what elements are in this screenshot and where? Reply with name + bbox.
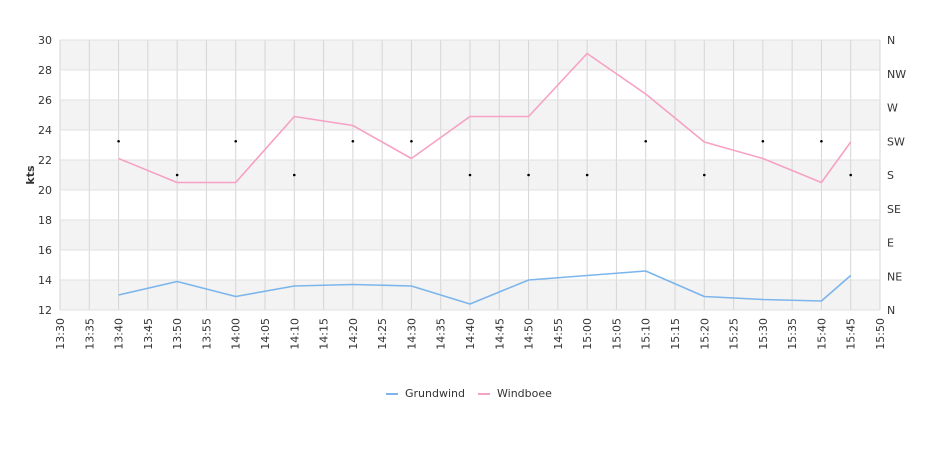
y-axis-right: N NE E SE S SW W NW N bbox=[887, 34, 906, 317]
y-tick-label: 28 bbox=[38, 64, 52, 77]
y-axis-left: 12 14 16 18 20 22 24 26 28 30 bbox=[38, 34, 52, 317]
direction-point bbox=[820, 139, 823, 143]
x-tick-label: 14:45 bbox=[493, 318, 506, 350]
x-tick-label: 15:45 bbox=[845, 318, 858, 350]
direction-point bbox=[351, 139, 355, 143]
x-tick-label: 15:20 bbox=[698, 318, 711, 350]
x-tick-label: 14:30 bbox=[405, 318, 418, 350]
x-tick-label: 14:40 bbox=[464, 318, 477, 350]
x-tick-label: 14:25 bbox=[376, 318, 389, 350]
y-tick-label: 12 bbox=[38, 304, 52, 317]
y2-tick-label: E bbox=[887, 237, 894, 250]
x-tick-label: 15:05 bbox=[610, 318, 623, 350]
x-tick-label: 15:50 bbox=[874, 318, 887, 350]
y-tick-label: 16 bbox=[38, 244, 52, 257]
x-tick-label: 13:45 bbox=[142, 318, 155, 350]
x-tick-label: 15:25 bbox=[728, 318, 741, 350]
x-tick-label: 15:00 bbox=[581, 318, 594, 350]
y2-tick-label: N bbox=[887, 304, 895, 317]
y2-tick-label: N bbox=[887, 34, 895, 47]
x-tick-label: 13:55 bbox=[200, 318, 213, 350]
direction-point bbox=[702, 173, 706, 177]
x-tick-label: 15:35 bbox=[786, 318, 799, 350]
y-tick-label: 26 bbox=[38, 94, 52, 107]
direction-point bbox=[468, 173, 472, 177]
legend-label[interactable]: Grundwind bbox=[405, 387, 465, 400]
y-axis-label: kts bbox=[24, 165, 37, 185]
x-tick-label: 15:15 bbox=[669, 318, 682, 350]
direction-point bbox=[234, 139, 238, 143]
direction-point bbox=[585, 173, 589, 177]
direction-point bbox=[410, 139, 413, 143]
x-tick-label: 14:35 bbox=[435, 318, 448, 350]
direction-point bbox=[292, 173, 296, 177]
series-line-grundwind bbox=[118, 270, 852, 305]
direction-point bbox=[849, 173, 853, 177]
y-tick-label: 18 bbox=[38, 214, 52, 227]
direction-point bbox=[175, 173, 179, 177]
x-axis: 13:30 13:35 13:40 13:45 13:50 13:55 14:00 14:05… bbox=[54, 318, 887, 350]
x-tick-label: 14:05 bbox=[259, 318, 272, 350]
x-tick-label: 14:50 bbox=[523, 318, 536, 350]
y-tick-label: 22 bbox=[38, 154, 52, 167]
x-tick-label: 14:10 bbox=[288, 318, 301, 350]
x-tick-label: 13:30 bbox=[54, 318, 67, 350]
y2-tick-label: W bbox=[887, 102, 898, 115]
y2-tick-label: NE bbox=[887, 270, 902, 283]
direction-point bbox=[644, 139, 648, 143]
x-tick-label: 13:50 bbox=[171, 318, 184, 350]
series-line-windboee bbox=[118, 52, 852, 184]
x-tick-label: 15:30 bbox=[757, 318, 770, 350]
x-tick-label: 14:00 bbox=[230, 318, 243, 350]
y-tick-label: 30 bbox=[38, 34, 52, 47]
horizontal-grid bbox=[60, 39, 880, 311]
legend-label[interactable]: Windboee bbox=[497, 387, 552, 400]
y2-tick-label: S bbox=[887, 169, 894, 182]
x-tick-label: 15:40 bbox=[815, 318, 828, 350]
x-tick-label: 14:15 bbox=[318, 318, 331, 350]
y-tick-label: 14 bbox=[38, 274, 52, 287]
x-tick-label: 13:35 bbox=[83, 318, 96, 350]
y2-tick-label: SW bbox=[887, 135, 905, 148]
direction-point bbox=[761, 139, 765, 143]
y2-tick-label: SE bbox=[887, 203, 901, 216]
x-tick-label: 14:20 bbox=[347, 318, 360, 350]
y2-tick-label: NW bbox=[887, 68, 906, 81]
direction-point bbox=[117, 139, 120, 143]
x-tick-label: 15:10 bbox=[640, 318, 653, 350]
direction-point bbox=[527, 173, 530, 177]
x-tick-label: 14:55 bbox=[552, 318, 565, 350]
y-tick-label: 20 bbox=[38, 184, 52, 197]
x-tick-label: 13:40 bbox=[113, 318, 126, 350]
series-lines bbox=[118, 52, 852, 305]
y-tick-label: 24 bbox=[38, 124, 52, 137]
vertical-grid bbox=[59, 40, 881, 310]
legend: Grundwind Windboee bbox=[386, 387, 552, 400]
direction-markers bbox=[117, 139, 853, 177]
